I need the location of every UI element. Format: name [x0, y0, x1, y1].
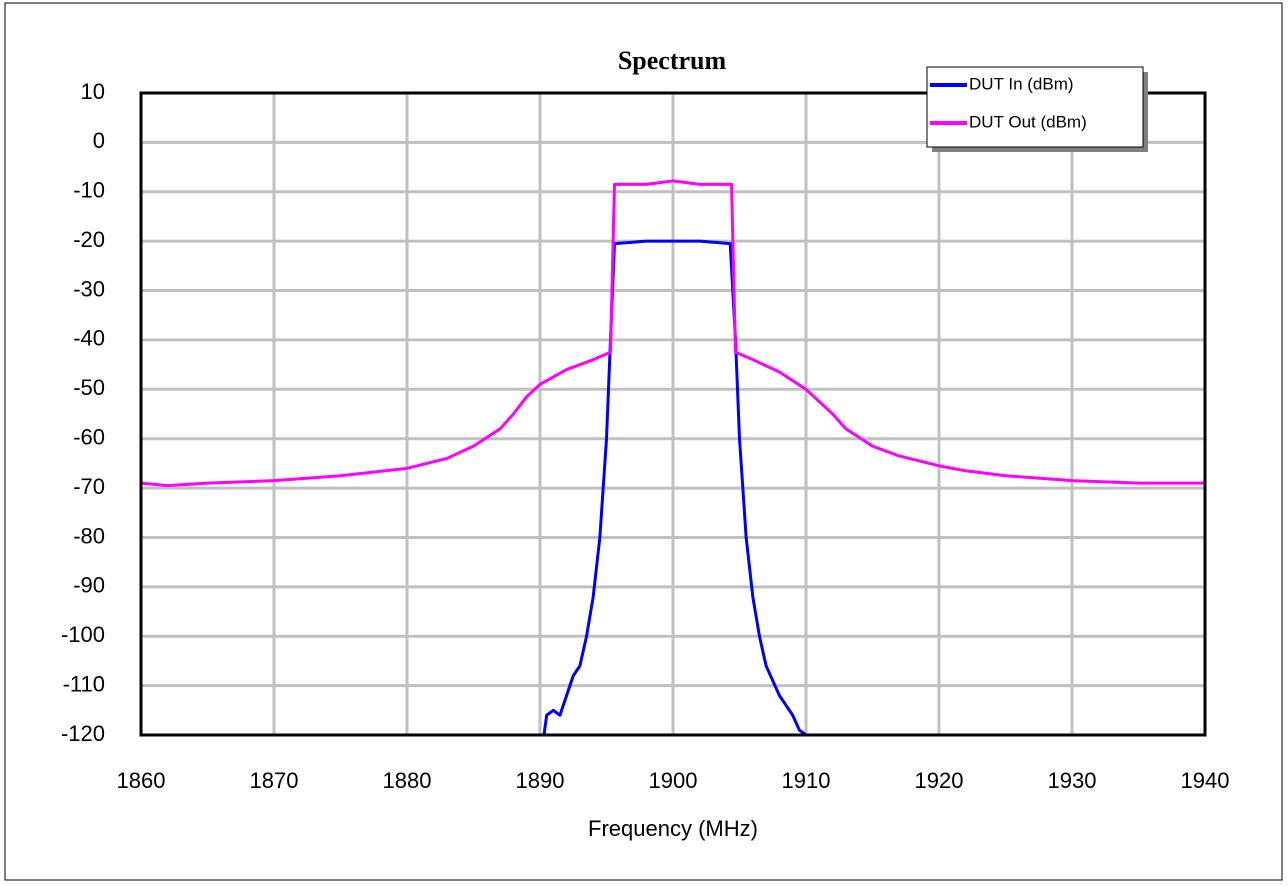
legend-label: DUT Out (dBm)	[969, 112, 1087, 131]
y-tick-label: -40	[73, 326, 105, 351]
y-tick-label: -120	[61, 721, 105, 746]
y-tick-label: 0	[93, 128, 105, 153]
x-axis-label: Frequency (MHz)	[588, 816, 758, 841]
x-tick-label: 1900	[649, 768, 698, 793]
y-tick-label: -10	[73, 178, 105, 203]
y-tick-label: -80	[73, 523, 105, 548]
y-tick-label: -90	[73, 573, 105, 598]
series-line	[140, 179, 1205, 488]
x-tick-label: 1860	[117, 768, 166, 793]
x-tick-label: 1920	[915, 768, 964, 793]
chart-title: Spectrum	[618, 46, 727, 75]
x-tick-label: 1940	[1181, 768, 1230, 793]
y-tick-label: -70	[73, 474, 105, 499]
legend-label: DUT In (dBm)	[969, 74, 1074, 93]
y-tick-label: -100	[61, 622, 105, 647]
legend-box	[926, 66, 1144, 148]
y-tick-label: -30	[73, 276, 105, 301]
y-tick-label: -110	[63, 671, 105, 696]
x-tick-label: 1890	[516, 768, 565, 793]
y-tick-label: -60	[73, 425, 105, 450]
y-tick-label: 10	[81, 79, 105, 104]
x-tick-label: 1880	[383, 768, 432, 793]
x-tick-label: 1930	[1048, 768, 1097, 793]
x-tick-label: 1910	[782, 768, 831, 793]
series-line	[542, 239, 816, 737]
x-tick-label: 1870	[250, 768, 299, 793]
plot-border	[139, 91, 1207, 737]
y-tick-label: -20	[73, 227, 105, 252]
y-tick-label: -50	[73, 375, 105, 400]
